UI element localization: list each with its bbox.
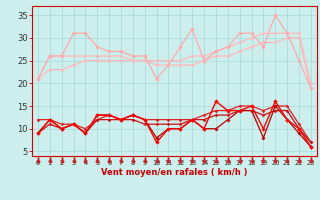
X-axis label: Vent moyen/en rafales ( km/h ): Vent moyen/en rafales ( km/h )	[101, 168, 248, 177]
